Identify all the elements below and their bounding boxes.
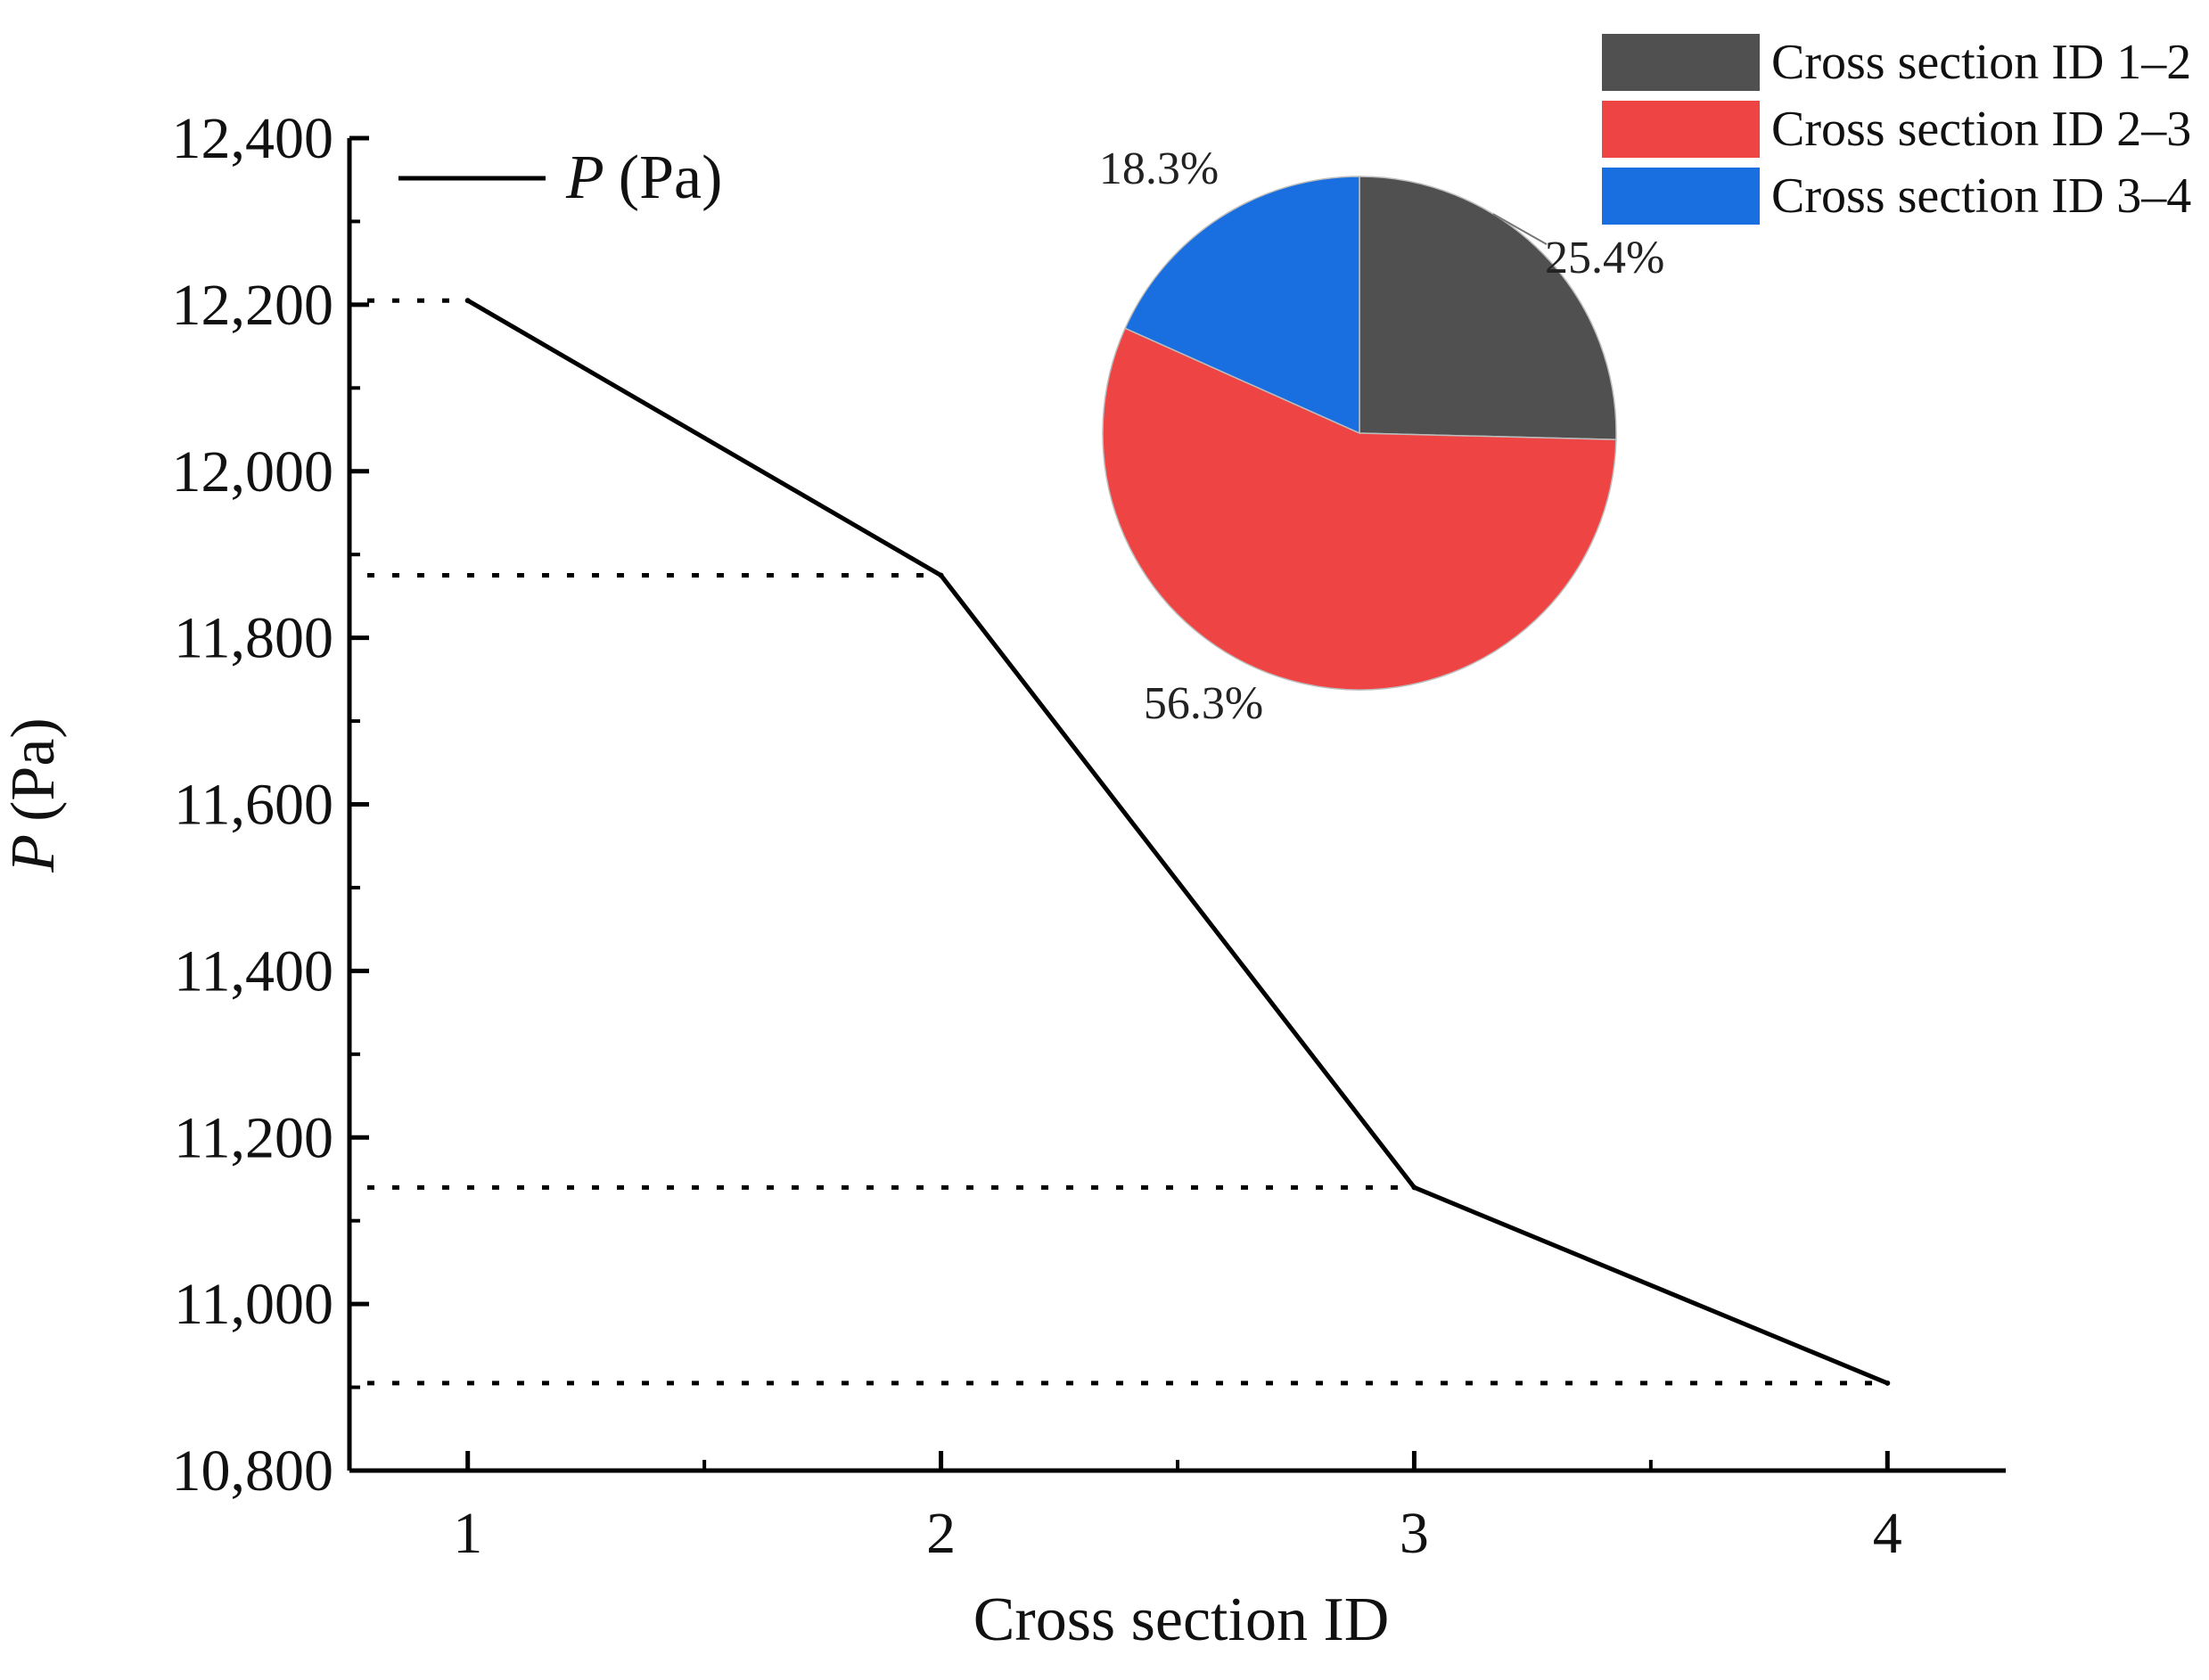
y-tick-label: 11,600 [174, 773, 333, 838]
data-point [1411, 1184, 1417, 1191]
pie-value-label: 56.3% [1144, 678, 1263, 729]
pie-slice [1124, 176, 1360, 435]
pie-legend-label: Cross section ID 3–4 [1771, 168, 2191, 224]
pie-value-label: 18.3% [1099, 143, 1219, 194]
pie-legend-label: Cross section ID 1–2 [1771, 35, 2191, 90]
y-axis-title: P (Pa) [0, 717, 68, 873]
pie-chart: 25.4% 56.3% 18.3% [1099, 143, 1665, 729]
pie-legend-swatch [1602, 101, 1760, 158]
series-line-layer [464, 298, 1891, 1386]
line-legend-variable: P [565, 143, 604, 212]
y-tick-label: 10,800 [172, 1438, 334, 1504]
data-point [1885, 1380, 1891, 1386]
ticks: 10,800 11,000 11,200 11,400 11,600 11,800 12,0… [172, 106, 1902, 1566]
x-tick-label: 1 [453, 1501, 482, 1566]
line-legend-label: P (Pa) [565, 143, 722, 212]
reference-lines [367, 298, 1888, 1386]
y-tick-label: 12,400 [172, 106, 334, 171]
pie-slice [1102, 327, 1617, 691]
y-tick-label: 12,200 [172, 273, 334, 338]
pie-legend-label: Cross section ID 2–3 [1771, 102, 2191, 157]
y-tick-label: 12,000 [172, 439, 334, 504]
y-tick-label: 11,000 [174, 1272, 333, 1337]
x-tick-label: 2 [926, 1501, 956, 1566]
y-tick-label: 11,800 [174, 606, 333, 671]
pie-value-label: 25.4% [1545, 233, 1664, 283]
x-tick-label: 4 [1873, 1501, 1902, 1566]
pie-legend-swatch [1602, 168, 1760, 225]
y-axis-title-variable: P [0, 834, 68, 873]
pie-slice [1359, 176, 1617, 441]
x-axis-title: Cross section ID [973, 1586, 1390, 1654]
series-line [466, 299, 1889, 1386]
data-point [938, 572, 944, 578]
x-tick-label: 3 [1400, 1501, 1429, 1566]
legends: Cross section ID 1–2 Cross section ID 2–3… [1602, 34, 2191, 225]
pie-leader-line [1492, 213, 1548, 246]
y-tick-label: 11,400 [174, 938, 333, 1004]
data-point [464, 298, 471, 304]
pie-legend-swatch [1602, 34, 1760, 91]
y-tick-label: 11,200 [174, 1105, 333, 1170]
line-legend-unit: (Pa) [619, 143, 723, 212]
y-axis-title-unit: (Pa) [0, 717, 68, 822]
